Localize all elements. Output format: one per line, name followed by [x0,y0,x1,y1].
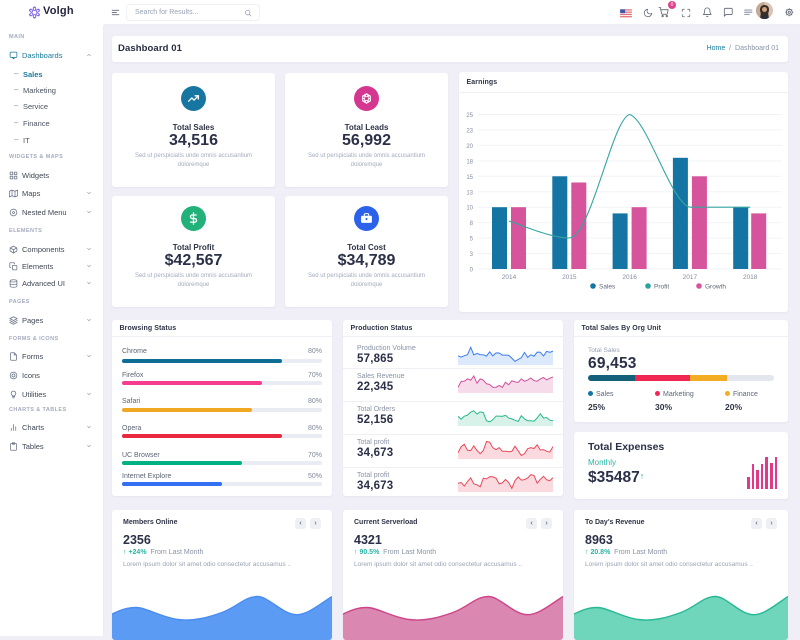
svg-text:Sales: Sales [599,284,616,291]
svg-text:10: 10 [466,206,473,212]
svg-text:25: 25 [466,113,473,119]
svg-text:2015: 2015 [562,274,577,281]
svg-text:2014: 2014 [502,274,517,281]
svg-text:2018: 2018 [743,274,758,281]
svg-text:23: 23 [466,129,473,135]
svg-text:15: 15 [466,175,473,181]
svg-text:8: 8 [470,221,474,227]
svg-text:3: 3 [470,252,474,258]
svg-text:18: 18 [466,159,473,165]
svg-text:20: 20 [466,144,473,150]
svg-text:2016: 2016 [622,274,637,281]
svg-text:0: 0 [470,268,474,274]
svg-text:2017: 2017 [683,274,698,281]
svg-text:13: 13 [466,190,473,196]
svg-text:5: 5 [470,237,474,243]
svg-text:Growth: Growth [705,284,726,291]
svg-text:Profit: Profit [654,284,669,291]
